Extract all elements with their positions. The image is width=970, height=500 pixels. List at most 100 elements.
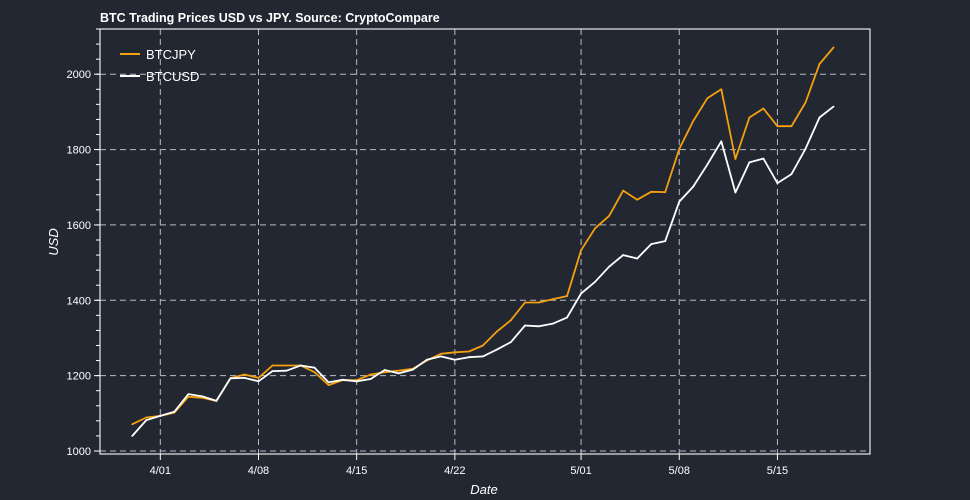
data-point-btcusd bbox=[608, 265, 611, 268]
data-point-btcjpy bbox=[678, 147, 681, 150]
y-tick-label: 1200 bbox=[67, 371, 91, 383]
data-point-btcusd bbox=[776, 182, 779, 185]
data-point-btcjpy bbox=[594, 227, 597, 230]
legend: BTCJPY BTCUSD bbox=[120, 47, 199, 84]
data-point-btcusd bbox=[790, 173, 793, 175]
series-line-btcjpy bbox=[131, 46, 835, 426]
data-point-btcusd bbox=[411, 368, 414, 371]
series-lines bbox=[131, 46, 835, 437]
y-tick-label: 1600 bbox=[67, 220, 91, 232]
data-point-btcusd bbox=[622, 254, 625, 256]
data-point-btcjpy bbox=[257, 376, 260, 379]
data-point-btcusd bbox=[762, 157, 765, 160]
x-tick-label: 4/01 bbox=[150, 465, 171, 477]
data-point-btcusd bbox=[425, 358, 428, 361]
data-point-btcjpy bbox=[538, 301, 540, 304]
y-axis-label: USD bbox=[46, 228, 61, 255]
data-point-btcusd bbox=[496, 348, 498, 351]
data-point-btcusd bbox=[453, 358, 456, 361]
y-tick-label: 1800 bbox=[67, 145, 91, 157]
data-point-btcjpy bbox=[327, 384, 330, 386]
data-point-btcusd bbox=[804, 147, 807, 150]
data-point-btcjpy bbox=[748, 116, 751, 119]
data-point-btcusd bbox=[215, 399, 218, 402]
data-point-btcusd bbox=[159, 415, 162, 417]
data-point-btcusd bbox=[341, 378, 344, 381]
x-tick-label: 5/08 bbox=[669, 465, 690, 477]
data-point-btcjpy bbox=[692, 120, 695, 122]
data-point-btcjpy bbox=[285, 364, 288, 367]
data-point-btcjpy bbox=[131, 423, 134, 426]
y-tick-label: 2000 bbox=[67, 69, 91, 81]
x-tick-label: 4/08 bbox=[248, 465, 269, 477]
data-point-btcjpy bbox=[453, 351, 456, 354]
data-point-btcusd bbox=[734, 191, 737, 194]
data-point-btcusd bbox=[818, 116, 821, 119]
data-point-btcjpy bbox=[622, 189, 625, 192]
y-tick-label: 1400 bbox=[67, 295, 91, 307]
data-point-btcjpy bbox=[762, 107, 765, 110]
y-tick-label: 1000 bbox=[67, 446, 91, 458]
data-point-btcjpy bbox=[439, 352, 442, 355]
data-point-btcjpy bbox=[664, 191, 667, 194]
data-point-btcusd bbox=[720, 140, 723, 143]
data-point-btcjpy bbox=[397, 369, 400, 372]
data-point-btcjpy bbox=[496, 330, 498, 333]
x-tick-label: 5/15 bbox=[767, 465, 788, 477]
data-point-btcusd bbox=[566, 316, 568, 319]
data-point-btcusd bbox=[692, 185, 695, 188]
data-point-btcusd bbox=[481, 355, 484, 358]
data-point-btcusd bbox=[285, 369, 288, 372]
data-point-btcusd bbox=[257, 380, 260, 383]
data-point-btcjpy bbox=[510, 319, 512, 322]
data-point-btcusd bbox=[383, 369, 386, 371]
data-point-btcjpy bbox=[243, 373, 246, 376]
data-point-btcusd bbox=[594, 280, 597, 283]
data-point-btcusd bbox=[327, 381, 330, 384]
data-point-btcjpy bbox=[720, 88, 723, 91]
grid bbox=[100, 29, 870, 454]
data-point-btcusd bbox=[552, 322, 554, 325]
x-tick-label: 4/22 bbox=[444, 465, 465, 477]
data-point-btcjpy bbox=[313, 371, 316, 374]
legend-label-btcusd: BTCUSD bbox=[146, 69, 199, 84]
data-point-btcusd bbox=[678, 200, 681, 203]
data-point-btcusd bbox=[369, 378, 372, 380]
data-point-btcjpy bbox=[566, 295, 568, 298]
data-point-btcusd bbox=[510, 341, 512, 343]
data-point-btcusd bbox=[650, 243, 653, 246]
data-point-btcjpy bbox=[832, 46, 835, 49]
data-point-btcjpy bbox=[467, 350, 470, 353]
data-point-btcusd bbox=[397, 372, 400, 375]
x-axis-label: Date bbox=[470, 482, 497, 497]
axes: 1000 1200 1400 1600 1800 2000 4/01 4/08 4/15 4/22… bbox=[67, 28, 871, 477]
data-point-btcusd bbox=[439, 355, 442, 358]
chart-title: BTC Trading Prices USD vs JPY. Source: C… bbox=[100, 11, 440, 25]
x-tick-label: 4/15 bbox=[346, 465, 367, 477]
data-point-btcusd bbox=[355, 380, 358, 383]
data-point-btcusd bbox=[748, 161, 751, 164]
data-point-btcusd bbox=[131, 435, 134, 437]
data-point-btcusd bbox=[467, 356, 470, 359]
data-point-btcjpy bbox=[481, 344, 484, 347]
data-point-btcusd bbox=[145, 419, 148, 421]
data-point-btcusd bbox=[201, 395, 204, 398]
data-point-btcusd bbox=[271, 370, 274, 373]
data-point-btcusd bbox=[832, 105, 835, 108]
data-point-btcjpy bbox=[524, 301, 526, 304]
data-point-btcjpy bbox=[818, 63, 821, 65]
data-point-btcusd bbox=[187, 393, 190, 395]
data-point-btcusd bbox=[313, 366, 316, 369]
data-point-btcjpy bbox=[776, 125, 779, 128]
data-point-btcusd bbox=[580, 292, 582, 295]
data-point-btcusd bbox=[664, 240, 667, 243]
data-point-btcusd bbox=[229, 377, 232, 380]
data-point-btcjpy bbox=[187, 395, 190, 398]
data-point-btcjpy bbox=[706, 97, 709, 100]
plot-frame bbox=[99, 28, 871, 455]
data-point-btcusd bbox=[706, 163, 709, 166]
data-point-btcusd bbox=[636, 257, 639, 260]
data-point-btcusd bbox=[243, 376, 246, 379]
series-line-btcusd bbox=[131, 105, 835, 437]
data-point-btcjpy bbox=[636, 198, 639, 201]
